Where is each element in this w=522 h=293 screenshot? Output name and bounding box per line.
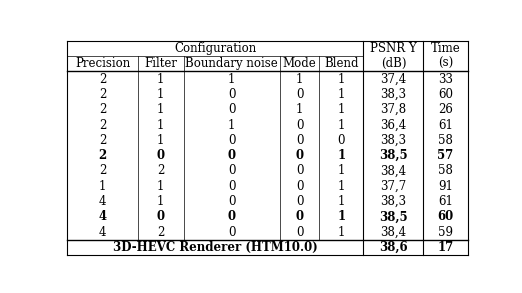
Text: 26: 26 xyxy=(438,103,453,116)
Text: Time
(s): Time (s) xyxy=(431,42,460,70)
Text: 1: 1 xyxy=(338,180,345,193)
Text: 0: 0 xyxy=(228,134,235,147)
Text: 1: 1 xyxy=(99,180,106,193)
Text: Blend: Blend xyxy=(324,57,359,70)
Text: 1: 1 xyxy=(338,118,345,132)
Text: 38,4: 38,4 xyxy=(381,164,407,178)
Text: Filter: Filter xyxy=(144,57,177,70)
Text: 38,5: 38,5 xyxy=(379,149,408,162)
Text: 38,5: 38,5 xyxy=(379,210,408,223)
Text: 2: 2 xyxy=(99,88,106,101)
Text: 33: 33 xyxy=(438,73,453,86)
Text: 37,7: 37,7 xyxy=(381,180,407,193)
Text: 0: 0 xyxy=(228,180,235,193)
Text: 0: 0 xyxy=(228,149,236,162)
Text: 0: 0 xyxy=(228,226,235,239)
Text: 0: 0 xyxy=(228,103,235,116)
Text: 2: 2 xyxy=(157,226,164,239)
Text: 36,4: 36,4 xyxy=(381,118,407,132)
Text: 0: 0 xyxy=(228,195,235,208)
Text: 38,4: 38,4 xyxy=(381,226,407,239)
Text: 91: 91 xyxy=(438,180,453,193)
Text: 1: 1 xyxy=(337,149,346,162)
Text: 0: 0 xyxy=(296,180,303,193)
Text: Precision: Precision xyxy=(75,57,130,70)
Text: 1: 1 xyxy=(338,88,345,101)
Text: 1: 1 xyxy=(157,195,164,208)
Text: 0: 0 xyxy=(228,164,235,178)
Text: 2: 2 xyxy=(99,73,106,86)
Text: 2: 2 xyxy=(99,134,106,147)
Text: 0: 0 xyxy=(296,88,303,101)
Text: 0: 0 xyxy=(295,149,304,162)
Text: 1: 1 xyxy=(338,226,345,239)
Text: 2: 2 xyxy=(98,149,106,162)
Text: 0: 0 xyxy=(296,226,303,239)
Text: 0: 0 xyxy=(295,210,304,223)
Text: 17: 17 xyxy=(437,241,454,254)
Text: 1: 1 xyxy=(157,134,164,147)
Text: 1: 1 xyxy=(157,88,164,101)
Text: Mode: Mode xyxy=(283,57,316,70)
Text: 0: 0 xyxy=(157,149,164,162)
Text: 1: 1 xyxy=(338,164,345,178)
Text: 60: 60 xyxy=(437,210,454,223)
Text: 1: 1 xyxy=(157,180,164,193)
Text: 1: 1 xyxy=(228,118,235,132)
Text: 2: 2 xyxy=(99,118,106,132)
Text: 1: 1 xyxy=(338,195,345,208)
Text: 59: 59 xyxy=(438,226,453,239)
Text: 1: 1 xyxy=(337,210,346,223)
Text: 0: 0 xyxy=(157,210,164,223)
Text: 2: 2 xyxy=(99,103,106,116)
Text: 1: 1 xyxy=(228,73,235,86)
Text: 61: 61 xyxy=(438,195,453,208)
Text: 4: 4 xyxy=(99,226,106,239)
Text: 58: 58 xyxy=(438,164,453,178)
Text: 2: 2 xyxy=(99,164,106,178)
Text: 4: 4 xyxy=(99,210,106,223)
Text: 2: 2 xyxy=(157,164,164,178)
Text: 1: 1 xyxy=(157,103,164,116)
Text: Boundary noise: Boundary noise xyxy=(185,57,278,70)
Text: 3D-HEVC Renderer (HTM10.0): 3D-HEVC Renderer (HTM10.0) xyxy=(113,241,318,254)
Text: 1: 1 xyxy=(338,73,345,86)
Text: 1: 1 xyxy=(338,103,345,116)
Text: 37,4: 37,4 xyxy=(381,73,407,86)
Text: 0: 0 xyxy=(296,118,303,132)
Text: 58: 58 xyxy=(438,134,453,147)
Text: 1: 1 xyxy=(157,118,164,132)
Text: 38,3: 38,3 xyxy=(381,134,407,147)
Text: 38,3: 38,3 xyxy=(381,88,407,101)
Text: 38,3: 38,3 xyxy=(381,195,407,208)
Text: 0: 0 xyxy=(296,164,303,178)
Text: 37,8: 37,8 xyxy=(381,103,407,116)
Text: 0: 0 xyxy=(296,195,303,208)
Text: Configuration: Configuration xyxy=(174,42,256,55)
Text: PSNR Y
(dB): PSNR Y (dB) xyxy=(370,42,417,70)
Text: 0: 0 xyxy=(228,210,236,223)
Text: 0: 0 xyxy=(296,134,303,147)
Text: 60: 60 xyxy=(438,88,453,101)
Text: 61: 61 xyxy=(438,118,453,132)
Text: 0: 0 xyxy=(228,88,235,101)
Text: 0: 0 xyxy=(338,134,345,147)
Text: 1: 1 xyxy=(296,103,303,116)
Text: 38,6: 38,6 xyxy=(379,241,408,254)
Text: 1: 1 xyxy=(296,73,303,86)
Text: 1: 1 xyxy=(157,73,164,86)
Text: 57: 57 xyxy=(437,149,454,162)
Text: 4: 4 xyxy=(99,195,106,208)
